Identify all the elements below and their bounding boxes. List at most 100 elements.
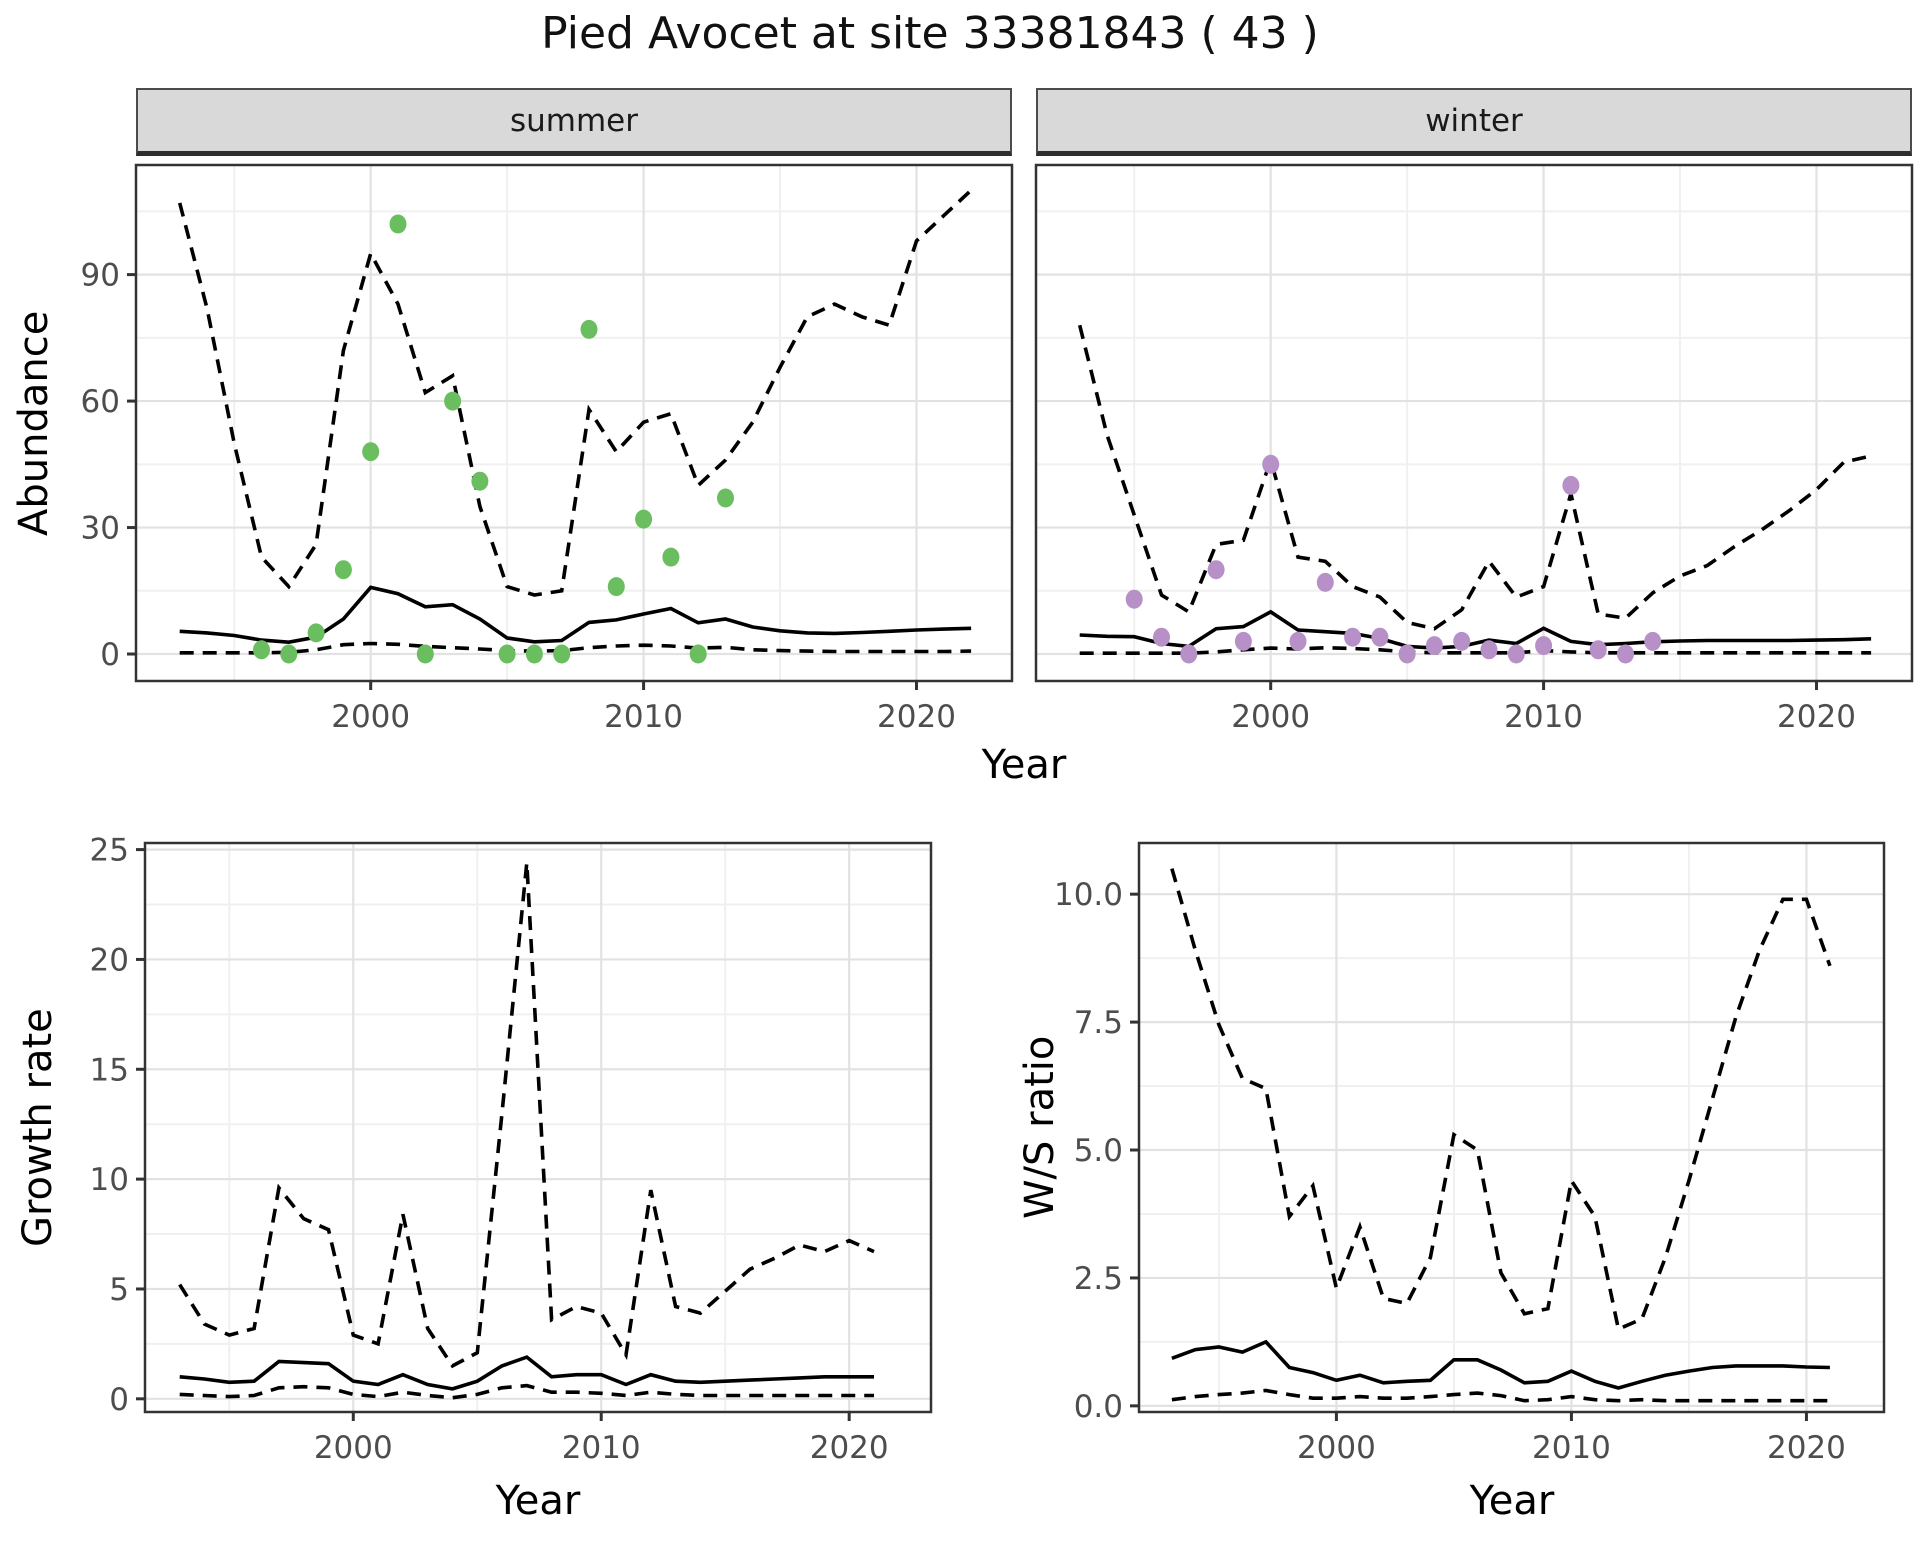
y-tick-label: 10.0 [1054, 877, 1123, 913]
data-point-observed_summer [253, 640, 270, 660]
fit-line [1171, 1339, 1830, 1390]
x-axis-title-year-growth: Year [495, 1478, 581, 1524]
data-point-observed_summer [607, 577, 625, 597]
x-tick-label: 2010 [1504, 699, 1583, 735]
data-point-observed_winter [1507, 644, 1525, 664]
data-point-observed_summer [280, 644, 298, 664]
panel-border [1137, 841, 1886, 1414]
data-point-observed_winter [1425, 636, 1443, 656]
data-point-observed_summer [689, 644, 707, 664]
y-tick-label: 10 [90, 1162, 129, 1198]
data-point-observed_summer [307, 623, 325, 643]
data-point-observed_winter [1617, 644, 1634, 664]
x-tick-label: 2000 [1231, 699, 1310, 735]
y-axis-title-abundance: Abundance [11, 310, 57, 536]
lower_ci-line [1079, 645, 1872, 656]
upper_ci-line [177, 188, 973, 597]
data-point-observed_winter [1289, 631, 1307, 651]
y-tick-label: 0 [100, 637, 120, 673]
data-point-observed_winter [1207, 560, 1225, 580]
x-axis-title-year-ws: Year [1469, 1478, 1555, 1524]
y-tick-label: 20 [90, 942, 129, 978]
data-point-observed_winter [1180, 644, 1198, 664]
data-point-observed_summer [662, 547, 680, 567]
panel-border [1034, 163, 1914, 683]
y-tick-label: 5.0 [1074, 1133, 1123, 1169]
fit-line [1079, 609, 1872, 650]
panel-ws: 2000 2010 2020 0.0 2.5 5.0 7.5 10.0 [1054, 841, 1886, 1466]
y-tick-label: 0 [109, 1382, 129, 1418]
y-tick-label: 15 [90, 1052, 129, 1088]
x-tick-label: 2000 [1297, 1430, 1376, 1466]
facet-strip-winter: winter [1036, 88, 1912, 156]
data-point-observed_summer [416, 644, 434, 664]
data-point-observed_winter [1125, 589, 1143, 609]
x-tick-label: 2010 [1532, 1430, 1611, 1466]
data-point-observed_summer [471, 471, 489, 491]
x-tick-label: 2020 [1777, 699, 1856, 735]
facet-strip-summer: summer [136, 88, 1012, 156]
data-point-observed_summer [717, 488, 734, 508]
x-tick-label: 2010 [604, 699, 683, 735]
data-point-observed_winter [1644, 631, 1662, 651]
data-point-observed_summer [580, 319, 598, 339]
x-axis-title-year-top: Year [981, 742, 1067, 788]
data-point-observed_winter [1398, 644, 1416, 664]
y-tick-label: 60 [81, 384, 120, 420]
data-point-observed_summer [498, 644, 516, 664]
data-point-observed_summer [362, 442, 380, 462]
x-tick-label: 2020 [810, 1430, 889, 1466]
y-axis-title-ws-ratio: W/S ratio [1017, 1035, 1063, 1220]
x-tick-label: 2020 [1767, 1430, 1846, 1466]
data-point-observed_summer [635, 509, 653, 529]
data-point-observed_winter [1453, 631, 1471, 651]
data-point-observed_summer [553, 644, 571, 664]
page-title: Pied Avocet at site 33381843 ( 43 ) [541, 8, 1319, 59]
panel-background [1036, 165, 1912, 681]
data-point-observed_summer [525, 644, 543, 664]
y-axis-title-growth-rate: Growth rate [15, 1008, 61, 1247]
y-tick-label: 90 [81, 258, 120, 294]
lower_ci-line [179, 1383, 874, 1400]
lower_ci-line [179, 641, 972, 655]
y-tick-label: 0.0 [1074, 1389, 1123, 1425]
panel-background [145, 843, 931, 1412]
facet-strip-summer-label: summer [509, 102, 638, 139]
y-tick-label: 2.5 [1074, 1261, 1123, 1297]
panel-border [143, 841, 933, 1414]
x-tick-label: 2010 [562, 1430, 641, 1466]
y-tick-label: 25 [90, 833, 129, 869]
y-tick-label: 30 [81, 511, 120, 547]
panel-border [134, 163, 1014, 683]
data-point-observed_summer [444, 391, 462, 411]
data-point-observed_winter [1344, 627, 1362, 647]
facet-strip-winter-label: winter [1425, 102, 1523, 139]
data-point-observed_winter [1153, 627, 1170, 647]
data-point-observed_winter [1371, 627, 1389, 647]
fit-line [179, 1355, 874, 1391]
x-tick-label: 2000 [331, 699, 410, 735]
x-tick-label: 2020 [877, 699, 956, 735]
data-point-observed_winter [1562, 475, 1580, 495]
data-point-observed_winter [1480, 640, 1498, 660]
panel-abundance-winter: 2000 2010 2020 [1034, 163, 1914, 735]
y-tick-label: 7.5 [1074, 1005, 1123, 1041]
data-point-observed_winter [1535, 636, 1553, 656]
panel-background [1139, 843, 1884, 1412]
data-point-observed_winter [1234, 631, 1252, 651]
data-point-observed_winter [1316, 572, 1334, 592]
y-tick-label: 5 [109, 1272, 129, 1308]
data-point-observed_summer [334, 560, 352, 580]
panel-growth: 2000 2010 2020 0 5 10 15 20 25 [90, 833, 933, 1466]
upper_ci-line [1077, 324, 1872, 631]
data-point-observed_winter [1262, 454, 1280, 474]
data-point-observed_winter [1589, 640, 1607, 660]
x-tick-label: 2000 [314, 1430, 393, 1466]
panel-background [136, 165, 1012, 681]
panel-abundance-summer: 2000 2010 2020 0 30 60 90 [81, 163, 1014, 735]
data-point-observed_summer [389, 214, 407, 234]
lower_ci-line [1171, 1388, 1830, 1403]
upper_ci-line [1170, 868, 1832, 1332]
